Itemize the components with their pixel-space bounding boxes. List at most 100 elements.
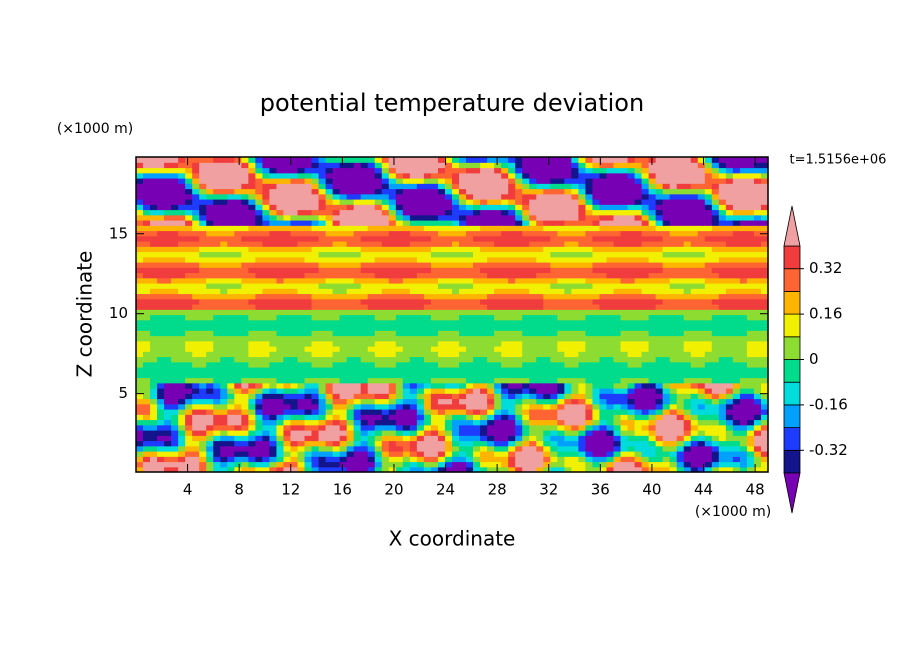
field-cell: [662, 435, 671, 442]
field-cell: [381, 451, 390, 457]
field-cell: [248, 414, 256, 421]
field-cell: [360, 230, 369, 237]
field-cell: [578, 262, 587, 268]
field-cell: [704, 235, 713, 242]
field-cell: [234, 157, 242, 163]
field-cell: [676, 288, 685, 295]
field-cell: [150, 382, 158, 389]
field-cell: [192, 193, 200, 200]
field-cell: [178, 157, 186, 163]
field-cell: [388, 372, 397, 379]
field-cell: [297, 403, 306, 410]
field-cell: [157, 262, 165, 268]
field-cell: [199, 293, 207, 300]
field-cell: [459, 346, 467, 352]
field-cell: [578, 403, 587, 410]
field-cell: [704, 466, 713, 473]
field-cell: [143, 193, 151, 200]
field-cell: [459, 325, 467, 331]
field-cell: [381, 414, 390, 421]
field-cell: [452, 178, 460, 184]
field-cell: [473, 346, 481, 352]
field-cell: [690, 262, 699, 268]
field-cell: [178, 361, 186, 368]
field-cell: [185, 230, 193, 237]
field-cell: [480, 214, 488, 221]
field-cell: [508, 262, 516, 268]
field-cell: [557, 246, 565, 253]
field-cell: [452, 298, 460, 305]
field-cell: [599, 451, 608, 457]
field-cell: [529, 430, 537, 436]
field-cell: [255, 178, 263, 184]
field-cell: [367, 220, 376, 226]
field-cell: [269, 314, 278, 321]
field-cell: [227, 172, 235, 179]
field-cell: [697, 377, 706, 384]
field-cell: [276, 230, 285, 237]
field-cell: [508, 230, 516, 237]
field-cell: [192, 220, 200, 226]
field-cell: [536, 456, 544, 463]
field-cell: [206, 451, 214, 457]
field-cell: [143, 414, 151, 421]
field-cell: [276, 330, 285, 337]
field-cell: [704, 388, 713, 394]
field-cell: [571, 414, 579, 421]
field-cell: [430, 199, 439, 205]
field-cell: [241, 424, 249, 431]
field-cell: [325, 382, 334, 389]
field-cell: [557, 199, 565, 205]
field-cell: [311, 251, 320, 258]
field-cell: [599, 241, 608, 247]
field-cell: [515, 204, 523, 211]
field-cell: [311, 409, 320, 415]
field-cell: [346, 398, 355, 405]
field-cell: [192, 183, 200, 190]
field-cell: [192, 403, 200, 410]
field-cell: [395, 356, 404, 363]
field-cell: [494, 225, 502, 232]
field-cell: [332, 409, 341, 415]
field-cell: [283, 361, 292, 368]
field-cell: [332, 451, 341, 457]
field-cell: [283, 393, 292, 400]
field-cell: [620, 424, 629, 431]
field-cell: [353, 256, 362, 263]
field-cell: [304, 293, 313, 300]
field-cell: [346, 445, 355, 452]
field-cell: [571, 325, 579, 331]
field-cell: [311, 388, 320, 394]
field-cell: [171, 230, 179, 237]
field-cell: [332, 209, 341, 216]
field-cell: [459, 367, 467, 373]
field-cell: [634, 162, 643, 169]
field-cell: [522, 193, 530, 200]
field-cell: [430, 451, 439, 457]
field-cell: [697, 403, 706, 410]
field-cell: [206, 351, 214, 358]
field-cell: [550, 183, 558, 190]
field-cell: [199, 172, 207, 179]
field-cell: [543, 424, 551, 431]
field-cell: [255, 451, 263, 457]
field-cell: [220, 388, 228, 394]
field-cell: [487, 388, 495, 394]
field-cell: [199, 382, 207, 389]
field-cell: [318, 398, 327, 405]
field-cell: [571, 298, 579, 305]
field-cell: [276, 214, 285, 221]
field-cell: [543, 398, 551, 405]
field-cell: [648, 199, 657, 205]
field-cell: [178, 225, 186, 232]
field-cell: [578, 393, 587, 400]
field-cell: [704, 314, 713, 321]
field-cell: [536, 272, 544, 279]
field-cell: [143, 367, 151, 373]
field-cell: [662, 235, 671, 242]
field-cell: [234, 372, 242, 379]
field-cell: [641, 430, 650, 436]
field-cell: [381, 309, 390, 316]
field-cell: [676, 267, 685, 274]
field-cell: [402, 298, 411, 305]
